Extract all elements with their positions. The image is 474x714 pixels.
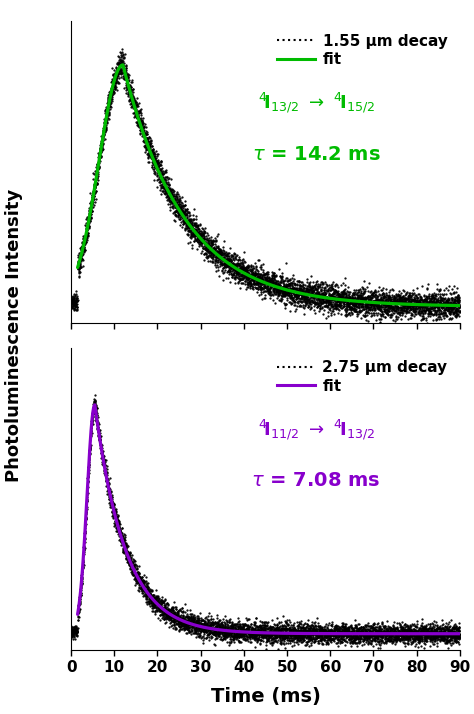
Text: $\tau$ = 7.08 ms: $\tau$ = 7.08 ms bbox=[251, 471, 381, 490]
Text: Time (ms): Time (ms) bbox=[210, 687, 320, 705]
Text: Photoluminescence Intensity: Photoluminescence Intensity bbox=[5, 189, 23, 482]
Legend: 2.75 μm decay, fit: 2.75 μm decay, fit bbox=[272, 356, 452, 398]
Legend: 1.55 μm decay, fit: 1.55 μm decay, fit bbox=[272, 29, 452, 72]
Text: $\tau$ = 14.2 ms: $\tau$ = 14.2 ms bbox=[252, 145, 380, 164]
Text: $^4\!$I$_{13/2}$ $\rightarrow$ $^4\!$I$_{15/2}$: $^4\!$I$_{13/2}$ $\rightarrow$ $^4\!$I$_… bbox=[257, 91, 374, 116]
Text: $^4\!$I$_{11/2}$ $\rightarrow$ $^4\!$I$_{13/2}$: $^4\!$I$_{11/2}$ $\rightarrow$ $^4\!$I$_… bbox=[257, 417, 374, 441]
